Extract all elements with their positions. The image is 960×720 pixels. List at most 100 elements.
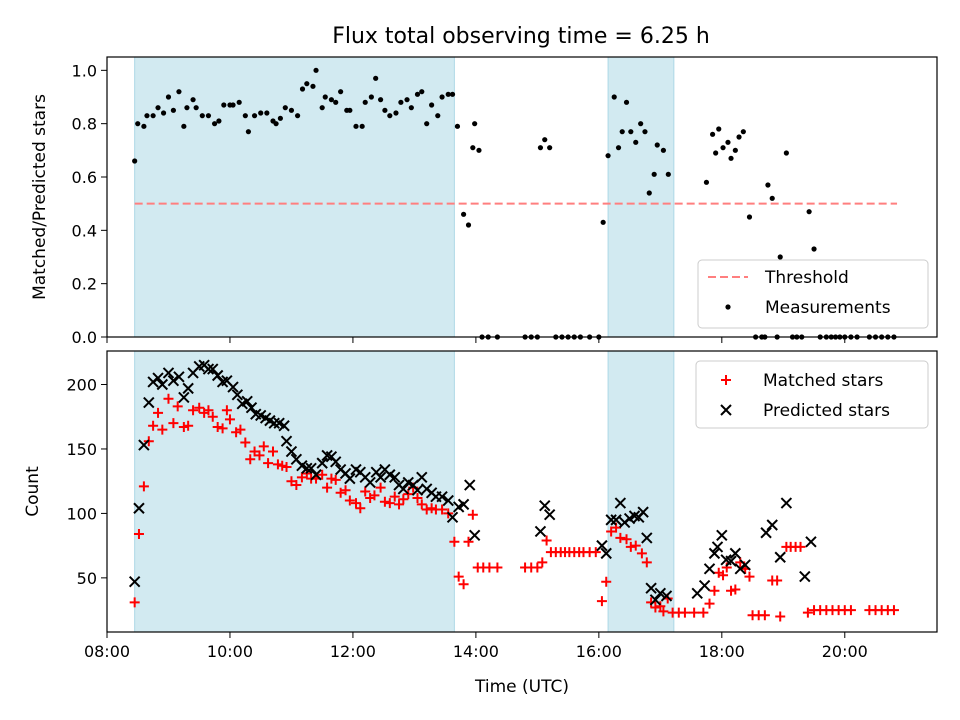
- data-point: [217, 423, 228, 434]
- data-point: [476, 147, 482, 153]
- data-point: [369, 490, 380, 501]
- data-point: [805, 536, 817, 548]
- data-point: [623, 99, 630, 105]
- data-point: [729, 547, 742, 560]
- data-point: [619, 129, 625, 135]
- data-point: [190, 97, 196, 103]
- data-point: [207, 363, 219, 375]
- data-point: [163, 393, 174, 404]
- data-point: [235, 424, 246, 435]
- data-point: [172, 401, 183, 412]
- y-tick-label: 150: [66, 440, 97, 459]
- data-point: [173, 371, 185, 383]
- data-point: [615, 145, 622, 151]
- data-point: [416, 471, 428, 484]
- data-point: [387, 113, 393, 119]
- data-point: [167, 374, 180, 387]
- data-point: [236, 99, 242, 105]
- y-tick-label: 0.2: [72, 275, 97, 294]
- data-point: [464, 479, 476, 491]
- data-point: [322, 482, 333, 493]
- data-point: [799, 570, 811, 583]
- data-point: [310, 469, 322, 481]
- data-point: [633, 139, 639, 145]
- legend-label: Measurements: [765, 298, 891, 318]
- data-point: [641, 532, 653, 544]
- data-point: [333, 99, 339, 105]
- chart-title: Flux total observing time = 6.25 h: [332, 24, 710, 49]
- data-point: [294, 113, 301, 119]
- data-point: [638, 121, 644, 127]
- data-point: [170, 107, 176, 113]
- data-point: [176, 89, 182, 95]
- data-point: [156, 378, 169, 391]
- data-point: [730, 584, 741, 595]
- data-point: [224, 414, 235, 425]
- data-point: [338, 89, 344, 95]
- data-point: [240, 437, 251, 448]
- data-point: [362, 99, 368, 105]
- data-point: [769, 195, 775, 201]
- data-point: [310, 83, 316, 89]
- data-point: [398, 99, 404, 105]
- data-point: [453, 571, 464, 582]
- data-point: [148, 420, 159, 431]
- data-point: [429, 102, 435, 108]
- data-point: [435, 113, 441, 119]
- data-point: [463, 536, 474, 547]
- data-point: [216, 118, 222, 124]
- data-point: [241, 395, 253, 407]
- data-point: [360, 486, 371, 497]
- observing-window: [607, 56, 675, 338]
- data-point: [273, 121, 279, 127]
- data-point: [777, 254, 783, 260]
- data-point: [143, 396, 155, 409]
- x-tick-label: 12:00: [330, 642, 376, 661]
- data-point: [301, 462, 313, 475]
- data-point: [199, 113, 205, 119]
- data-point: [421, 504, 432, 515]
- data-point: [384, 498, 395, 509]
- data-point: [317, 469, 328, 480]
- x-tick-label: 16:00: [576, 642, 622, 661]
- data-point: [537, 145, 544, 151]
- data-point: [344, 472, 356, 485]
- data-point: [541, 535, 552, 546]
- data-point: [245, 129, 252, 135]
- data-point: [138, 439, 150, 451]
- data-point: [532, 562, 543, 573]
- series-predicted-stars: [128, 359, 817, 606]
- data-point: [600, 219, 606, 225]
- data-point: [155, 105, 161, 111]
- data-point: [162, 367, 175, 379]
- data-point: [716, 126, 722, 132]
- data-point: [665, 171, 671, 177]
- data-point: [630, 540, 641, 551]
- data-point: [611, 94, 617, 100]
- data-point: [460, 211, 467, 217]
- data-point: [641, 557, 652, 568]
- data-point: [181, 123, 187, 129]
- data-point: [393, 110, 399, 116]
- data-point: [408, 105, 414, 111]
- data-point: [211, 369, 224, 382]
- data-point: [141, 123, 147, 129]
- data-point: [732, 147, 738, 153]
- data-point: [382, 107, 388, 113]
- data-point: [178, 391, 190, 404]
- data-point: [605, 153, 611, 159]
- data-point: [377, 97, 384, 103]
- data-point: [628, 129, 634, 135]
- y-tick-label: 200: [66, 376, 97, 395]
- data-point: [424, 121, 430, 127]
- y-tick-label: 1.0: [72, 61, 97, 80]
- data-point: [658, 606, 669, 617]
- data-point: [646, 190, 652, 196]
- data-point: [353, 123, 359, 129]
- data-point: [305, 462, 317, 475]
- data-point: [242, 113, 248, 119]
- data-point: [457, 498, 470, 511]
- data-point: [278, 420, 290, 432]
- data-point: [543, 508, 556, 521]
